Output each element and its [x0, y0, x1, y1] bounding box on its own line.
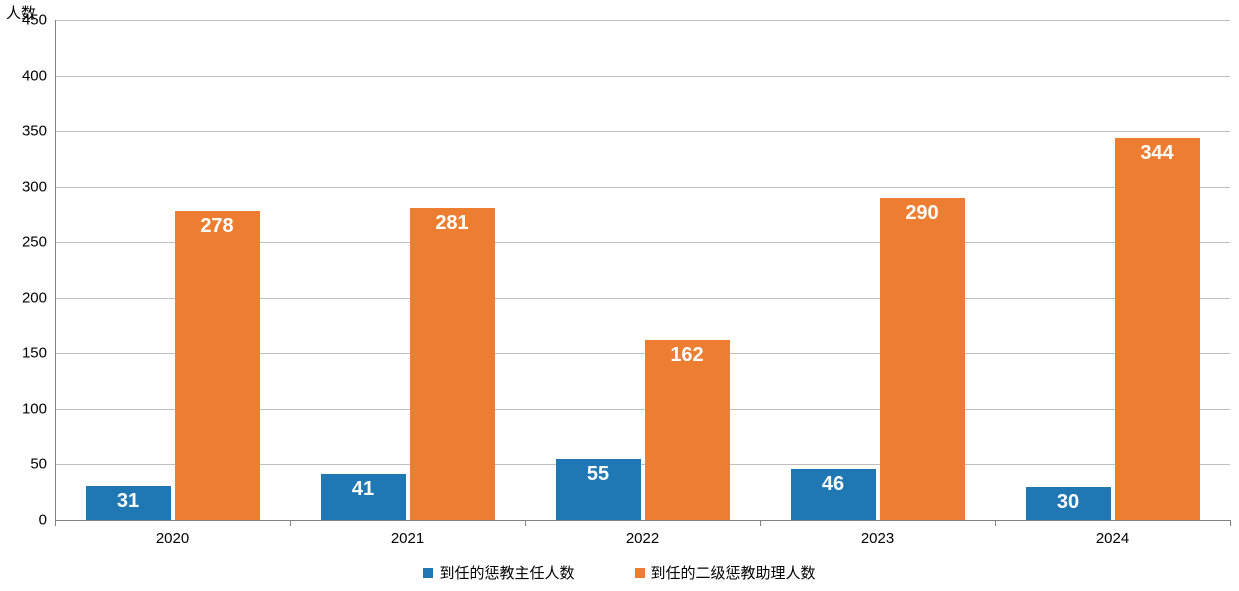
x-tick-label: 2020 [156, 530, 189, 547]
bar-value-label: 290 [872, 202, 972, 225]
x-tick [290, 520, 291, 526]
grid-line [55, 131, 1230, 132]
x-tick [760, 520, 761, 526]
bar-value-label: 30 [1018, 491, 1118, 514]
x-tick [525, 520, 526, 526]
bar-value-label: 344 [1107, 142, 1207, 165]
x-tick [55, 520, 56, 526]
legend-label-2: 到任的二级惩教助理人数 [651, 562, 816, 583]
legend-swatch-1 [423, 568, 433, 578]
grid-line [55, 187, 1230, 188]
x-tick [995, 520, 996, 526]
bar-value-label: 31 [78, 490, 178, 513]
bar [880, 198, 965, 520]
x-tick-label: 2023 [861, 530, 894, 547]
bar-value-label: 41 [313, 478, 413, 501]
y-tick-label: 100 [7, 400, 47, 417]
y-tick-label: 0 [7, 512, 47, 529]
x-tick-label: 2024 [1096, 530, 1129, 547]
x-axis-line [55, 520, 1230, 521]
bar-chart: 人数 到任的惩教主任人数 到任的二级惩教助理人数 050100150200250… [0, 0, 1239, 591]
y-tick-label: 150 [7, 345, 47, 362]
bar-value-label: 281 [402, 212, 502, 235]
y-tick-label: 50 [7, 456, 47, 473]
x-tick-label: 2022 [626, 530, 659, 547]
y-tick-label: 350 [7, 123, 47, 140]
legend-item-series1: 到任的惩教主任人数 [423, 562, 574, 583]
x-tick [1230, 520, 1231, 526]
bar-value-label: 46 [783, 473, 883, 496]
bar-value-label: 278 [167, 215, 267, 238]
grid-line [55, 76, 1230, 77]
legend-swatch-2 [635, 568, 645, 578]
x-tick-label: 2021 [391, 530, 424, 547]
y-tick-label: 450 [7, 12, 47, 29]
y-tick-label: 300 [7, 178, 47, 195]
bar [410, 208, 495, 520]
y-tick-label: 200 [7, 289, 47, 306]
legend-item-series2: 到任的二级惩教助理人数 [635, 562, 816, 583]
bar-value-label: 55 [548, 463, 648, 486]
y-tick-label: 400 [7, 67, 47, 84]
y-axis-line [55, 20, 56, 520]
legend-label-1: 到任的惩教主任人数 [439, 562, 574, 583]
bar [1115, 138, 1200, 520]
bar-value-label: 162 [637, 344, 737, 367]
grid-line [55, 20, 1230, 21]
y-tick-label: 250 [7, 234, 47, 251]
legend: 到任的惩教主任人数 到任的二级惩教助理人数 [0, 562, 1239, 583]
bar [175, 211, 260, 520]
bar [645, 340, 730, 520]
